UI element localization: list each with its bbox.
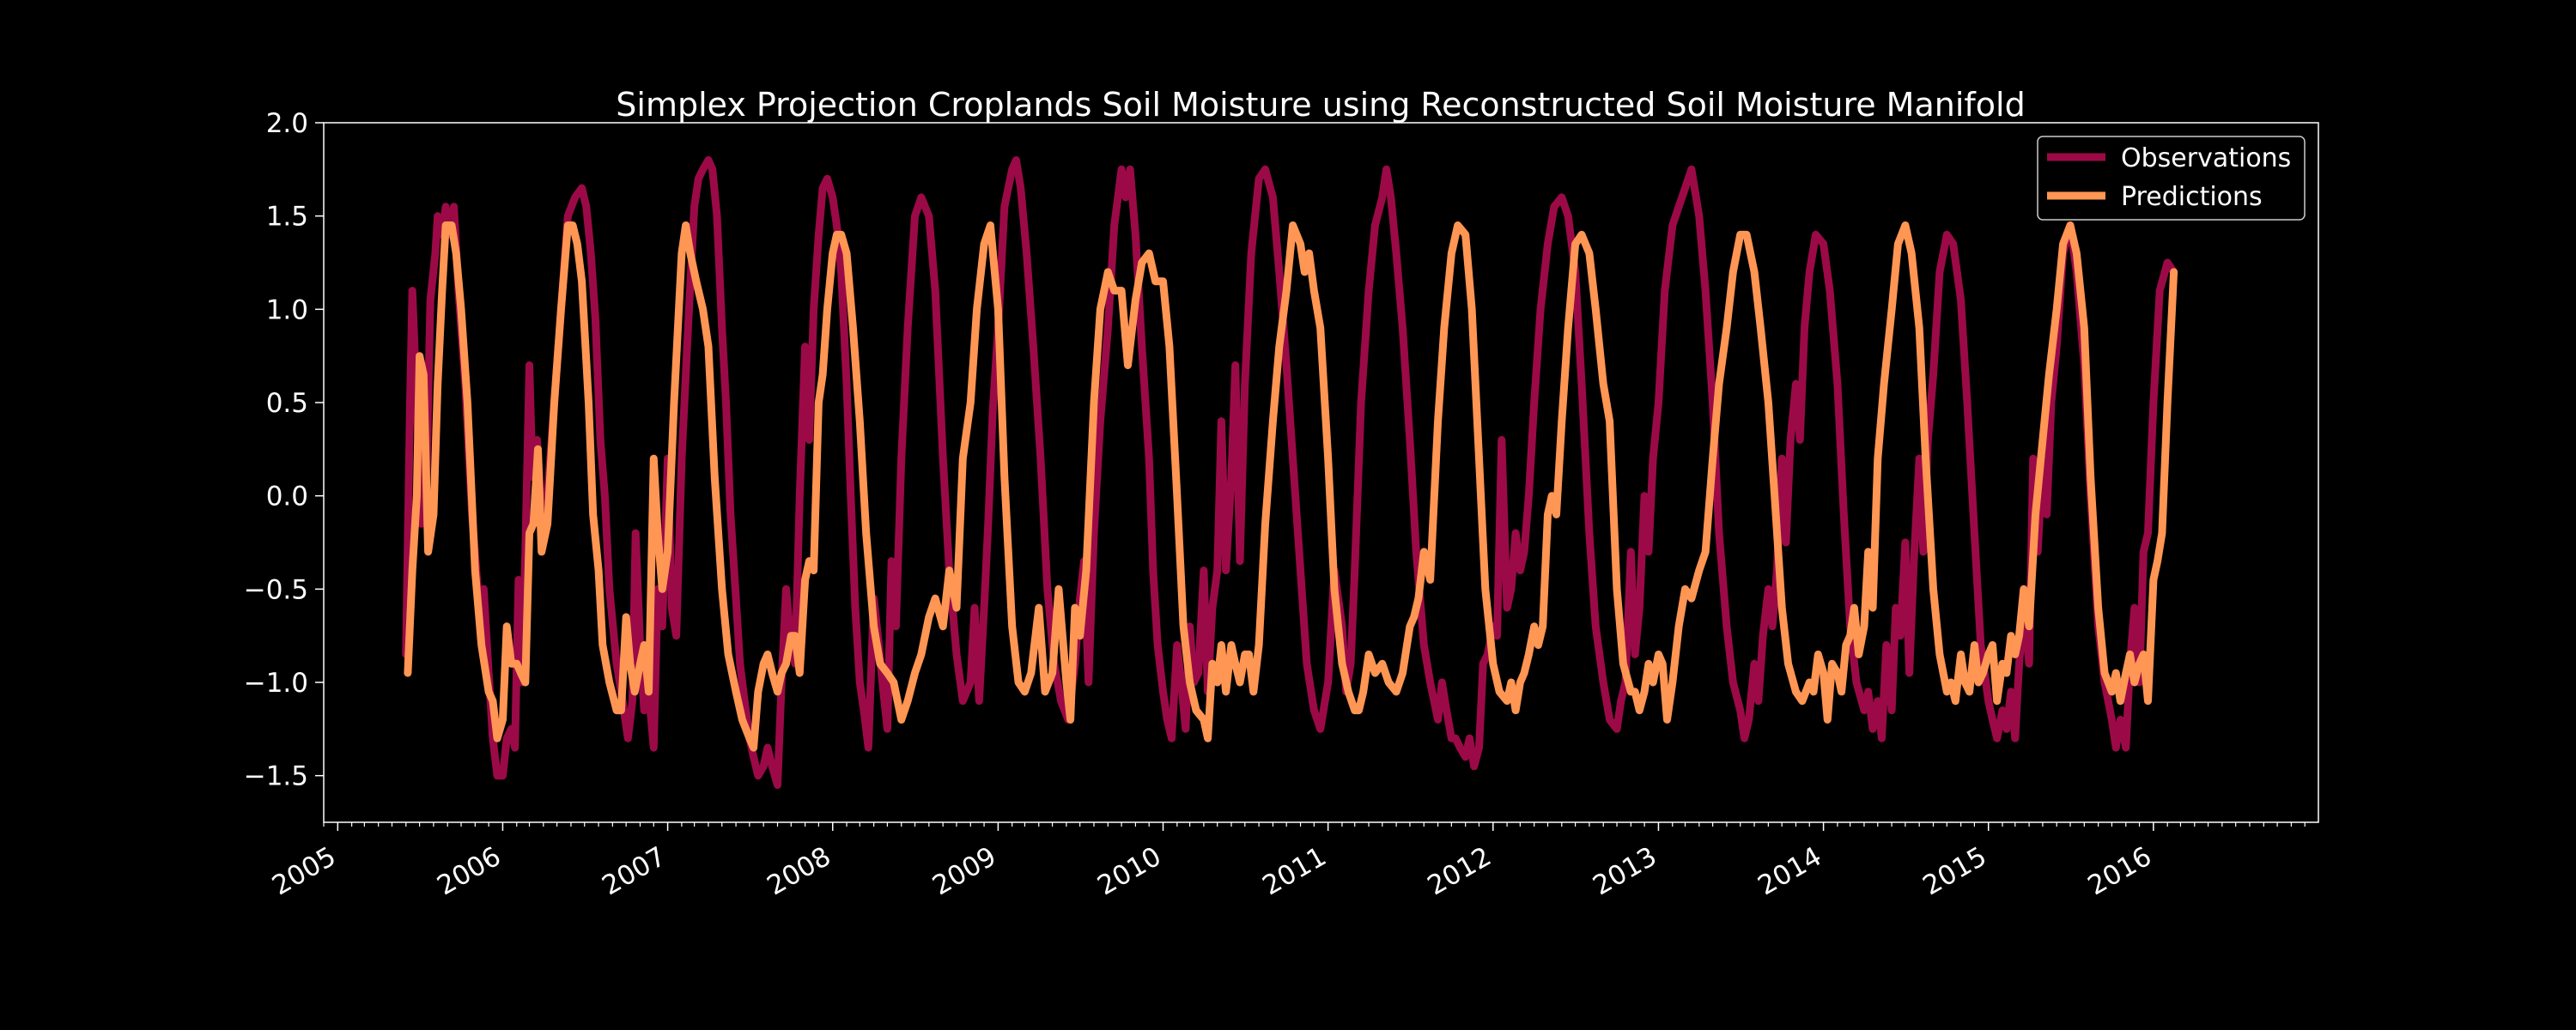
legend-label-observations: Observations (2121, 143, 2291, 173)
legend-label-predictions: Predictions (2121, 182, 2263, 212)
y-tick-label: 1.5 (266, 202, 308, 233)
axes-frame (323, 122, 2319, 823)
y-tick-label: 0.5 (266, 388, 308, 419)
y-tick-label: −1.0 (244, 668, 308, 699)
chart-title: Simplex Projection Croplands Soil Moistu… (616, 86, 2025, 124)
y-tick-label: 1.0 (266, 294, 308, 325)
legend: Observations Predictions (2037, 136, 2306, 221)
y-tick-label: 0.0 (266, 482, 308, 512)
y-tick-label: 2.0 (266, 108, 308, 139)
series-line-predictions (404, 221, 2178, 752)
y-tick-label: −1.5 (244, 761, 308, 792)
y-tick-label: −0.5 (244, 574, 308, 605)
